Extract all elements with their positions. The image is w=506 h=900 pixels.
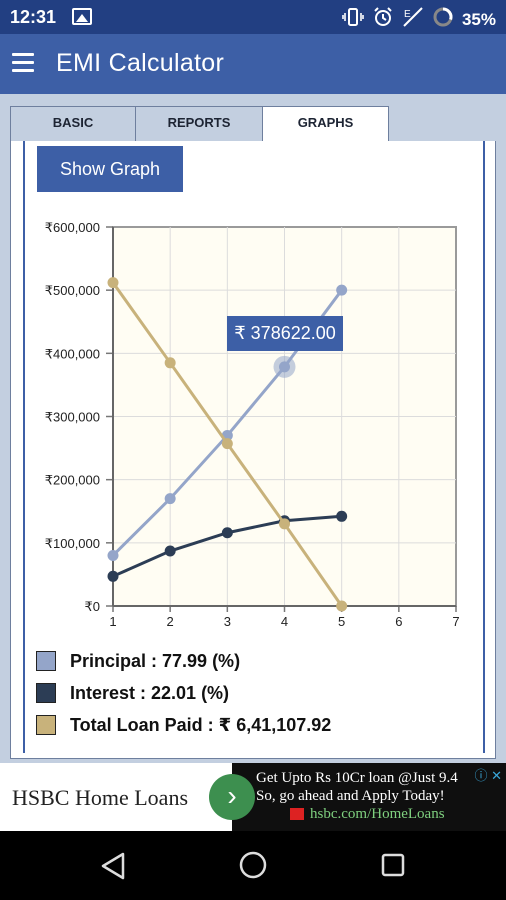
- tooltip-text: ₹ 378622.00: [234, 323, 336, 343]
- tooltip-box: [227, 316, 343, 351]
- legend-swatch-total: [36, 715, 56, 735]
- battery-icon: [432, 6, 454, 33]
- tab-reports[interactable]: REPORTS: [135, 106, 263, 142]
- show-graph-button[interactable]: Show Graph: [37, 146, 183, 192]
- ad-headline: Get Upto Rs 10Cr loan @Just 9.4: [256, 770, 458, 786]
- ad-arrow-icon[interactable]: ›: [209, 774, 255, 820]
- battery-percent: 35%: [461, 9, 496, 29]
- legend-label-interest: Interest : 22.01 (%): [70, 682, 230, 703]
- tab-basic[interactable]: BASIC: [10, 106, 136, 142]
- y-tick-label: ₹0: [84, 599, 100, 614]
- ad-brand: HSBC Home Loans: [12, 785, 188, 810]
- chart-tooltip: ₹ 378622.00: [227, 316, 343, 351]
- data-point-principal: [164, 493, 176, 505]
- data-point-interest: [107, 570, 119, 582]
- nav-bar: [0, 831, 506, 900]
- alarm-icon: [372, 6, 394, 33]
- x-tick-label: 4: [281, 614, 288, 629]
- line-chart[interactable]: ₹0 ₹100,000 ₹200,000 ₹300,000 ₹400,000 ₹500,0…: [0, 200, 506, 640]
- legend-swatch-interest: [36, 683, 56, 703]
- status-bar: 12:31 E 35%: [0, 0, 506, 34]
- hsbc-logo-icon: [290, 808, 304, 820]
- highlighted-point: [273, 355, 296, 378]
- home-icon[interactable]: [238, 850, 268, 880]
- status-icons: E 35%: [342, 6, 496, 33]
- vibrate-icon: [342, 7, 364, 32]
- ad-text-area[interactable]: Get Upto Rs 10Cr loan @Just 9.4 So, go a…: [232, 763, 506, 831]
- legend-item-principal: Principal : 77.99 (%): [36, 645, 331, 677]
- app-bar: EMI Calculator: [0, 34, 506, 94]
- back-icon[interactable]: [100, 852, 126, 880]
- data-point-interest: [221, 527, 233, 539]
- legend-label-total: Total Loan Paid : ₹ 6,41,107.92: [70, 714, 332, 735]
- svg-text:E: E: [404, 9, 411, 20]
- ad-url[interactable]: hsbc.com/HomeLoans: [310, 806, 445, 822]
- x-tick-label: 3: [224, 614, 231, 629]
- ad-brand-area[interactable]: HSBC Home Loans: [0, 763, 232, 831]
- data-point-total-loan-paid: [164, 357, 176, 369]
- data-point-principal: [107, 549, 119, 561]
- data-point-total-loan-paid: [279, 518, 290, 530]
- y-tick-label: ₹300,000: [45, 410, 100, 425]
- data-point-total-loan-paid: [221, 438, 233, 450]
- signal-icon: E: [402, 6, 424, 33]
- ad-subline: So, go ahead and Apply Today!: [256, 788, 445, 804]
- recent-apps-icon[interactable]: [381, 853, 405, 877]
- menu-icon[interactable]: [12, 53, 34, 73]
- tab-bar: BASIC REPORTS GRAPHS: [10, 106, 496, 143]
- y-tick-label: ₹600,000: [45, 220, 100, 235]
- data-point-total-loan-paid: [336, 600, 348, 612]
- x-tick-label: 6: [395, 614, 402, 629]
- x-tick-label: 5: [338, 614, 345, 629]
- data-point-interest: [336, 510, 348, 522]
- x-tick-label: 7: [452, 614, 459, 629]
- chart-legend: Principal : 77.99 (%) Interest : 22.01 (…: [36, 645, 331, 741]
- app-title: EMI Calculator: [56, 49, 225, 77]
- y-tick-label: ₹200,000: [45, 473, 100, 488]
- panel-border: [23, 141, 485, 753]
- y-tick-label: ₹500,000: [45, 283, 100, 298]
- y-tick-label: ₹100,000: [45, 536, 100, 551]
- tab-graphs[interactable]: GRAPHS: [262, 106, 389, 143]
- data-point-principal: [336, 284, 348, 296]
- legend-label-principal: Principal : 77.99 (%): [70, 650, 241, 671]
- legend-swatch-principal: [36, 651, 56, 671]
- legend-item-interest: Interest : 22.01 (%): [36, 677, 331, 709]
- data-point-interest: [164, 545, 176, 557]
- image-icon: [72, 8, 92, 25]
- status-time: 12:31: [10, 7, 57, 27]
- ad-banner[interactable]: HSBC Home Loans › Get Upto Rs 10Cr loan …: [0, 763, 506, 831]
- ad-choices-icon[interactable]: ⓘ ✕: [474, 768, 502, 783]
- data-point-total-loan-paid: [107, 277, 119, 289]
- y-tick-label: ₹400,000: [45, 346, 100, 361]
- x-tick-label: 1: [109, 614, 116, 629]
- legend-item-total-loan-paid: Total Loan Paid : ₹ 6,41,107.92: [36, 709, 331, 741]
- x-tick-label: 2: [167, 614, 174, 629]
